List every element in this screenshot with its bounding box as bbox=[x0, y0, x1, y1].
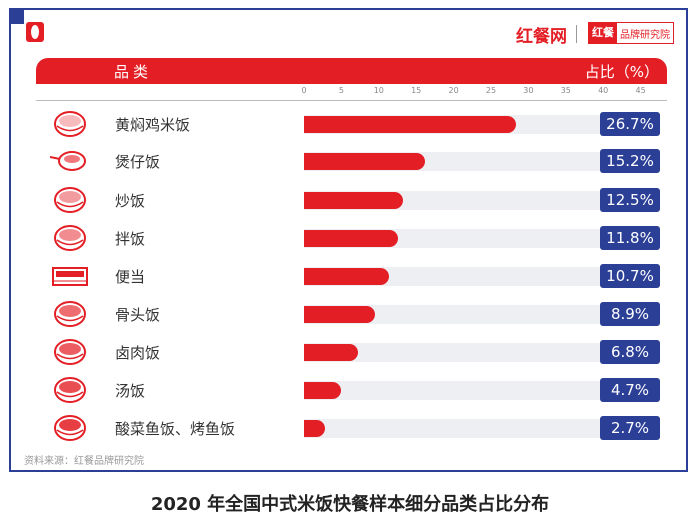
x-tick-label: 30 bbox=[523, 86, 534, 95]
value-badge: 26.7% bbox=[600, 112, 660, 136]
value-badge: 15.2% bbox=[600, 149, 660, 173]
bar bbox=[304, 116, 517, 133]
chart-row: 炒饭 12.5% bbox=[0, 185, 700, 215]
braised-pork-bowl-icon bbox=[50, 337, 90, 367]
institute-logo-text: 品牌研究院 bbox=[620, 29, 670, 41]
category-label: 煲仔饭 bbox=[115, 153, 161, 171]
category-label: 卤肉饭 bbox=[115, 344, 161, 362]
fish-bowl-icon bbox=[50, 413, 90, 443]
x-tick-label: 40 bbox=[598, 86, 609, 95]
chart-row: 便当 10.7% bbox=[0, 261, 700, 291]
brand-name: 红餐网 bbox=[516, 27, 567, 47]
header-share: 占比（%） bbox=[584, 63, 659, 81]
table-header: 品类 占比（%） bbox=[36, 58, 667, 84]
value-badge: 8.9% bbox=[600, 302, 660, 326]
bar bbox=[304, 344, 359, 361]
chart-caption: 2020 年全国中式米饭快餐样本细分品类占比分布 bbox=[150, 494, 550, 515]
fried-rice-icon bbox=[50, 185, 90, 215]
x-tick-label: 45 bbox=[635, 86, 646, 95]
chart-frame bbox=[9, 8, 688, 472]
soup-bowl-icon bbox=[50, 375, 90, 405]
corner-decoration bbox=[9, 8, 24, 24]
bar-track bbox=[304, 381, 660, 400]
bar bbox=[304, 306, 375, 323]
claypot-icon bbox=[49, 146, 90, 176]
bar-track bbox=[304, 267, 660, 286]
bar bbox=[304, 192, 404, 209]
bento-box-icon bbox=[50, 261, 90, 291]
x-tick-label: 20 bbox=[448, 86, 459, 95]
chart-row: 骨头饭 8.9% bbox=[0, 299, 700, 329]
x-tick-label: 35 bbox=[560, 86, 571, 95]
bar bbox=[304, 268, 390, 285]
value-badge: 12.5% bbox=[600, 188, 660, 212]
x-tick-label: 25 bbox=[485, 86, 497, 95]
value-badge: 4.7% bbox=[600, 378, 660, 402]
category-label: 炒饭 bbox=[115, 192, 146, 210]
bar bbox=[304, 153, 425, 170]
x-tick-label: 10 bbox=[373, 86, 384, 95]
mixed-rice-bowl-icon bbox=[50, 223, 90, 253]
chart-row: 卤肉饭 6.8% bbox=[0, 337, 700, 367]
bar-track bbox=[304, 343, 660, 362]
category-label: 拌饭 bbox=[115, 230, 146, 248]
bar bbox=[304, 382, 342, 399]
x-tick-label: 15 bbox=[411, 86, 422, 95]
bar-track bbox=[304, 419, 660, 438]
value-badge: 2.7% bbox=[600, 416, 660, 440]
bowl-icon bbox=[50, 109, 90, 139]
x-tick-label: 0 bbox=[301, 86, 307, 95]
chart-row: 拌饭 11.8% bbox=[0, 223, 700, 253]
category-label: 便当 bbox=[115, 268, 146, 286]
category-label: 酸菜鱼饭、烤鱼饭 bbox=[115, 420, 236, 438]
divider bbox=[576, 25, 577, 43]
bar bbox=[304, 230, 398, 247]
bar bbox=[304, 420, 326, 437]
header-category: 品类 bbox=[114, 63, 153, 81]
axis-line bbox=[36, 100, 667, 101]
value-badge: 10.7% bbox=[600, 264, 660, 288]
chart-row: 煲仔饭 15.2% bbox=[0, 146, 700, 176]
source-note: 资料来源：红餐品牌研究院 bbox=[24, 456, 144, 467]
value-badge: 11.8% bbox=[600, 226, 660, 250]
category-label: 汤饭 bbox=[115, 382, 146, 400]
x-tick-label: 5 bbox=[338, 86, 344, 95]
bar-track bbox=[304, 305, 660, 324]
category-label: 骨头饭 bbox=[115, 306, 161, 324]
chart-row: 汤饭 4.7% bbox=[0, 375, 700, 405]
category-label: 黄焖鸡米饭 bbox=[115, 116, 191, 134]
chart-row: 黄焖鸡米饭 26.7% bbox=[0, 109, 700, 139]
institute-logo: 红餐 品牌研究院 bbox=[588, 22, 674, 44]
institute-logo-mark: 红餐 bbox=[589, 23, 617, 43]
chart-row: 酸菜鱼饭、烤鱼饭 2.7% bbox=[0, 413, 700, 443]
value-badge: 6.8% bbox=[600, 340, 660, 364]
brand-mark-icon bbox=[26, 22, 44, 42]
bone-soup-bowl-icon bbox=[50, 299, 90, 329]
